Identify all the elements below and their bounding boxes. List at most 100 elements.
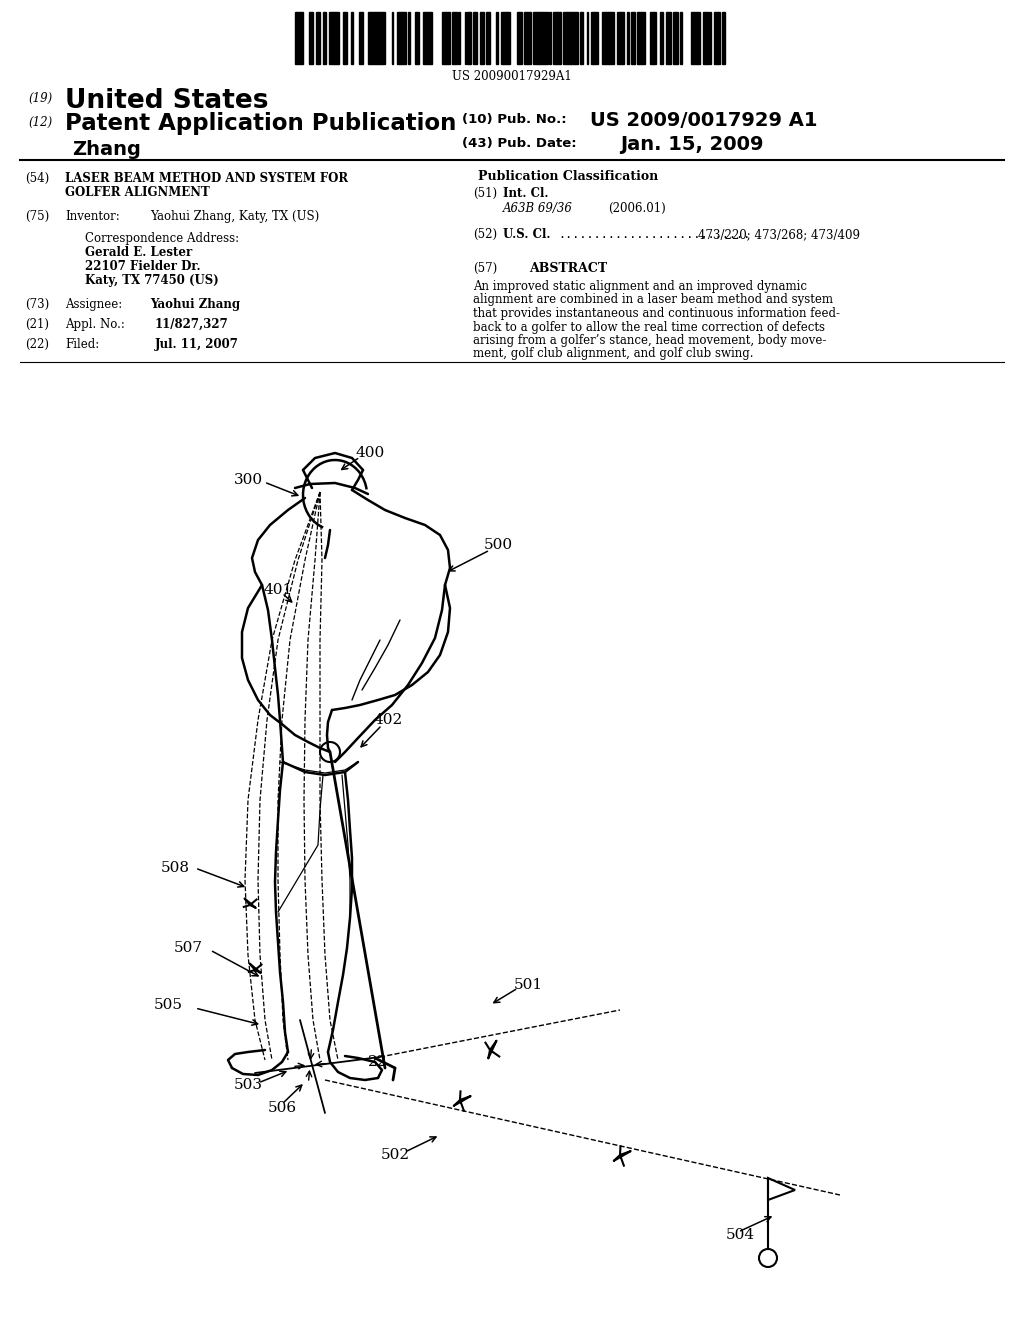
- Bar: [488, 12, 490, 63]
- Text: 300: 300: [233, 473, 262, 487]
- Bar: [452, 12, 455, 63]
- Bar: [691, 12, 693, 63]
- Bar: [673, 12, 675, 63]
- Bar: [316, 12, 319, 63]
- Bar: [527, 12, 531, 63]
- Bar: [496, 12, 498, 63]
- Bar: [449, 12, 450, 63]
- Text: Jan. 15, 2009: Jan. 15, 2009: [620, 135, 764, 154]
- Text: Int. Cl.: Int. Cl.: [503, 187, 549, 201]
- Text: 401: 401: [263, 583, 293, 597]
- Text: Publication Classification: Publication Classification: [478, 170, 658, 183]
- Bar: [324, 12, 326, 63]
- Text: (2006.01): (2006.01): [608, 202, 666, 215]
- Text: (12): (12): [28, 116, 52, 129]
- Text: alignment are combined in a laser beam method and system: alignment are combined in a laser beam m…: [473, 293, 833, 306]
- Text: (54): (54): [25, 172, 49, 185]
- Text: US 2009/0017929 A1: US 2009/0017929 A1: [590, 111, 817, 129]
- Bar: [458, 12, 460, 63]
- Bar: [668, 12, 670, 63]
- Bar: [309, 12, 313, 63]
- Bar: [301, 12, 303, 63]
- Text: back to a golfer to allow the real time correction of defects: back to a golfer to allow the real time …: [473, 321, 825, 334]
- Text: Yaohui Zhang: Yaohui Zhang: [150, 298, 240, 312]
- Bar: [680, 12, 682, 63]
- Bar: [351, 12, 353, 63]
- Bar: [446, 12, 449, 63]
- Bar: [697, 12, 700, 63]
- Text: 505: 505: [154, 998, 182, 1012]
- Text: 473/220; 473/268; 473/409: 473/220; 473/268; 473/409: [698, 228, 860, 242]
- Bar: [563, 12, 567, 63]
- Bar: [376, 12, 380, 63]
- Bar: [639, 12, 641, 63]
- Bar: [537, 12, 539, 63]
- Bar: [541, 12, 545, 63]
- Bar: [553, 12, 555, 63]
- Bar: [508, 12, 510, 63]
- Bar: [524, 12, 527, 63]
- Text: ABSTRACT: ABSTRACT: [529, 261, 607, 275]
- Text: 508: 508: [161, 861, 189, 875]
- Bar: [555, 12, 557, 63]
- Bar: [295, 12, 297, 63]
- Text: U.S. Cl.: U.S. Cl.: [503, 228, 551, 242]
- Text: that provides instantaneous and continuous information feed-: that provides instantaneous and continuo…: [473, 308, 840, 319]
- Bar: [333, 12, 335, 63]
- Text: Appl. No.:: Appl. No.:: [65, 318, 125, 331]
- Bar: [722, 12, 725, 63]
- Text: 500: 500: [483, 539, 513, 552]
- Bar: [374, 12, 376, 63]
- Bar: [617, 12, 620, 63]
- Bar: [442, 12, 444, 63]
- Bar: [359, 12, 362, 63]
- Bar: [401, 12, 406, 63]
- Bar: [480, 12, 484, 63]
- Bar: [716, 12, 720, 63]
- Bar: [653, 12, 656, 63]
- Text: 402: 402: [374, 713, 402, 727]
- Bar: [627, 12, 629, 63]
- Bar: [610, 12, 614, 63]
- Bar: [534, 12, 537, 63]
- Text: Filed:: Filed:: [65, 338, 99, 351]
- Text: 507: 507: [173, 941, 203, 954]
- Bar: [486, 12, 488, 63]
- Text: 501: 501: [513, 978, 543, 993]
- Text: 506: 506: [267, 1101, 297, 1115]
- Bar: [574, 12, 578, 63]
- Bar: [408, 12, 410, 63]
- Bar: [382, 12, 385, 63]
- Text: 11/827,327: 11/827,327: [155, 318, 228, 331]
- Text: ment, golf club alignment, and golf club swing.: ment, golf club alignment, and golf club…: [473, 347, 754, 360]
- Text: Katy, TX 77450 (US): Katy, TX 77450 (US): [85, 275, 219, 286]
- Text: United States: United States: [65, 88, 268, 114]
- Bar: [371, 12, 374, 63]
- Bar: [557, 12, 560, 63]
- Bar: [539, 12, 541, 63]
- Text: (10) Pub. No.:: (10) Pub. No.:: [462, 114, 566, 125]
- Text: (19): (19): [28, 92, 52, 106]
- Text: 22: 22: [369, 1055, 388, 1069]
- Text: Inventor:: Inventor:: [65, 210, 120, 223]
- Text: (57): (57): [473, 261, 498, 275]
- Bar: [714, 12, 716, 63]
- Text: GOLFER ALIGNMENT: GOLFER ALIGNMENT: [65, 186, 210, 199]
- Bar: [397, 12, 401, 63]
- Bar: [650, 12, 653, 63]
- Bar: [519, 12, 522, 63]
- Bar: [602, 12, 606, 63]
- Bar: [571, 12, 574, 63]
- Text: Gerald E. Lester: Gerald E. Lester: [85, 246, 193, 259]
- Text: 504: 504: [725, 1228, 755, 1242]
- Bar: [517, 12, 519, 63]
- Bar: [501, 12, 503, 63]
- Text: Assignee:: Assignee:: [65, 298, 122, 312]
- Bar: [344, 12, 347, 63]
- Bar: [473, 12, 477, 63]
- Bar: [423, 12, 427, 63]
- Bar: [545, 12, 548, 63]
- Text: ...........................: ...........................: [558, 228, 751, 242]
- Bar: [641, 12, 645, 63]
- Text: Yaohui Zhang, Katy, TX (US): Yaohui Zhang, Katy, TX (US): [150, 210, 319, 223]
